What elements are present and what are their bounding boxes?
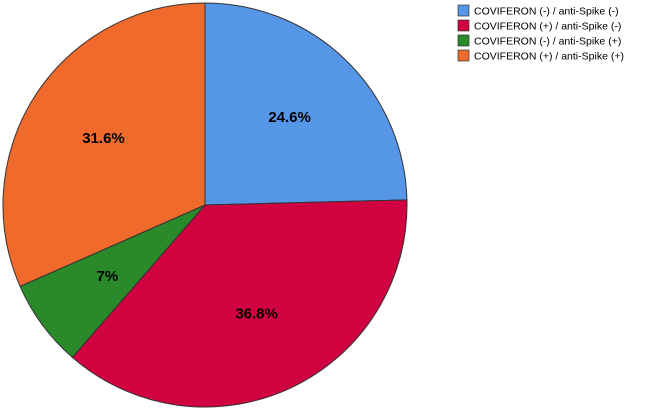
legend-label-4: COVIFERON (+) / anti-Spike (+) [474, 51, 624, 63]
slice-label-2: 36.8% [235, 306, 278, 323]
pie-slice-4 [2, 2, 206, 288]
slice-label-3: 7% [97, 268, 119, 285]
legend-label-3: COVIFERON (-) / anti-Spike (+) [474, 36, 621, 48]
pie-slice-2 [71, 199, 408, 408]
legend-label-2: COVIFERON (+) / anti-Spike (-) [474, 21, 621, 33]
legend-swatch-2 [457, 19, 470, 32]
pie-slice-labels: 24.6% 36.8% 7% 31.6% [82, 109, 311, 323]
slice-label-4: 31.6% [82, 130, 125, 147]
pie-slice-1 [204, 2, 408, 206]
pie-slices [2, 2, 408, 408]
legend-swatch-1 [457, 4, 470, 17]
legend-label-1: COVIFERON (-) / anti-Spike (-) [474, 6, 619, 18]
chart-legend: COVIFERON (-) / anti-Spike (-) COVIFERON … [457, 4, 624, 63]
legend-swatch-4 [457, 49, 470, 62]
legend-swatch-3 [457, 34, 470, 47]
slice-label-1: 24.6% [268, 109, 311, 126]
